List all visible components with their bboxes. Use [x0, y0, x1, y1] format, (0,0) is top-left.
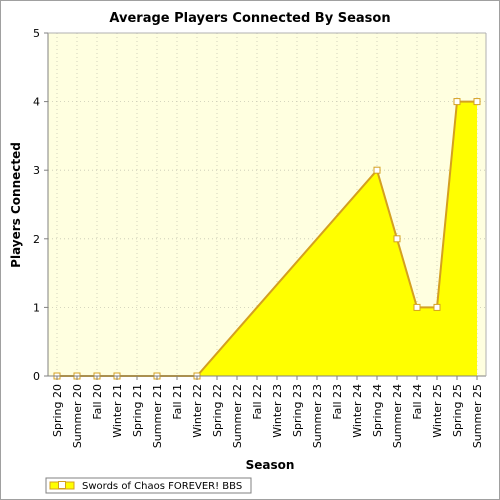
legend-label: Swords of Chaos FOREVER! BBS	[82, 481, 242, 492]
x-tick-label: Spring 21	[131, 384, 144, 437]
x-tick-label: Summer 25	[471, 384, 484, 448]
y-tick-label: 5	[33, 27, 40, 40]
data-point	[413, 303, 421, 311]
x-axis-ticks: Spring 20 Summer 20 Fall 20 Winter 21 Spring…	[51, 376, 484, 448]
x-tick-label: Spring 22	[211, 384, 224, 437]
x-tick-label: Summer 20	[71, 384, 84, 448]
series-area-fill	[57, 101, 477, 376]
legend-marker	[58, 481, 66, 489]
legend-box	[45, 477, 252, 494]
x-tick-label: Fall 23	[331, 384, 344, 420]
x-tick-label: Spring 25	[451, 384, 464, 437]
x-tick-label: Spring 20	[51, 384, 64, 437]
x-tick-label: Fall 22	[251, 384, 264, 420]
x-tick-label: Fall 20	[91, 384, 104, 420]
x-tick-label: Summer 24	[391, 384, 404, 448]
chart-title: Average Players Connected By Season	[109, 11, 390, 26]
x-tick-label: Winter 23	[271, 384, 284, 438]
x-tick-label: Winter 21	[111, 384, 124, 438]
data-point	[433, 303, 441, 311]
x-tick-label: Summer 23	[311, 384, 324, 448]
x-tick-label: Summer 21	[151, 384, 164, 448]
x-tick-label: Spring 23	[291, 384, 304, 437]
y-axis-label: Players Connected	[9, 142, 23, 268]
data-point	[453, 98, 461, 106]
x-tick-label: Spring 24	[371, 384, 384, 437]
x-axis-label: Season	[246, 458, 295, 472]
legend: Swords of Chaos FOREVER! BBS	[45, 477, 252, 494]
y-tick-label: 0	[33, 370, 40, 383]
x-tick-label: Fall 21	[171, 384, 184, 420]
y-tick-label: 1	[33, 301, 40, 314]
axes	[47, 32, 487, 377]
x-tick-label: Winter 24	[351, 384, 364, 438]
y-axis-ticks: 0 1 2 3 4 5	[33, 27, 48, 383]
data-point	[473, 98, 481, 106]
x-tick-label: Summer 22	[231, 384, 244, 448]
y-tick-label: 3	[33, 164, 40, 177]
x-tick-label: Fall 24	[411, 384, 424, 420]
data-point	[393, 235, 401, 243]
x-tick-label: Winter 25	[431, 384, 444, 438]
data-point	[373, 166, 381, 174]
y-tick-label: 2	[33, 233, 40, 246]
y-tick-label: 4	[33, 96, 40, 109]
x-tick-label: Winter 22	[191, 384, 204, 438]
